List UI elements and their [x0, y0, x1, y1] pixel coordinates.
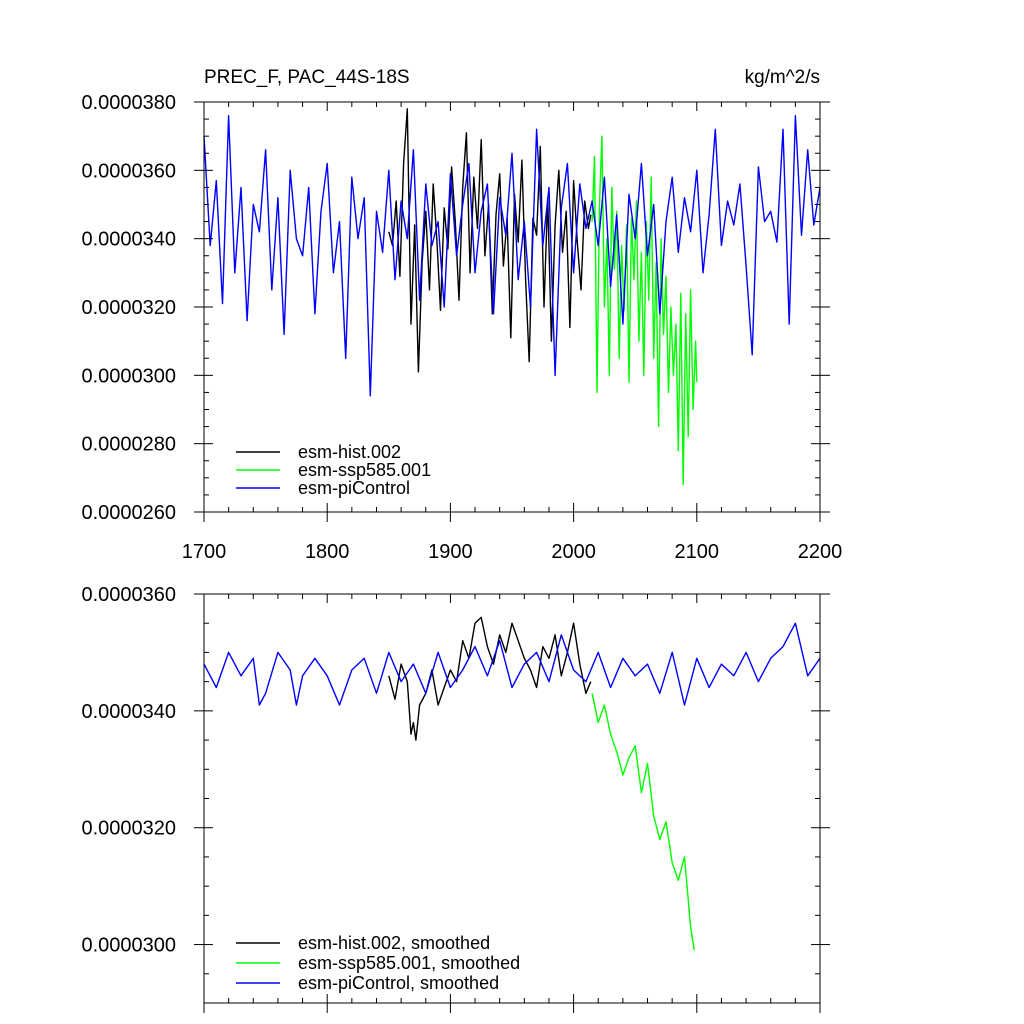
- bottom-panel: 0.0000300 0.0000320 0.0000340 0.0000360 esm…: [81, 584, 830, 1013]
- x-tick-label: 2000: [551, 541, 596, 563]
- legend-label: esm-hist.002: [298, 442, 401, 462]
- y-tick-label: 0.0000320: [81, 818, 176, 840]
- top-series-group: [203, 108, 821, 486]
- plot-frame: [203, 593, 821, 1004]
- units-label: kg/m^2/s: [745, 67, 820, 88]
- legend-label: esm-piControl, smoothed: [298, 973, 499, 993]
- y-tick-label: 0.0000380: [81, 92, 176, 114]
- y-tick-label: 0.0000360: [81, 160, 176, 182]
- y-tick-label: 0.0000260: [81, 502, 176, 524]
- y-tick-label: 0.0000280: [81, 434, 176, 456]
- x-tick-label: 2200: [798, 541, 843, 563]
- x-tick-label: 1900: [428, 541, 473, 563]
- x-tick-label: 2100: [675, 541, 720, 563]
- y-tick-label: 0.0000360: [81, 584, 176, 606]
- series-line-top-1: [591, 135, 698, 486]
- x-tick-label: 1700: [182, 541, 227, 563]
- top-axes: 1700 1800 1900 2000 2100 2200 0.0000260 0.00002…: [81, 92, 842, 563]
- series-line-top-2: [203, 114, 821, 397]
- y-tick-label: 0.0000340: [81, 229, 176, 251]
- series-line-bottom-2: [203, 622, 821, 706]
- y-tick-label: 0.0000300: [81, 935, 176, 957]
- y-tick-label: 0.0000320: [81, 297, 176, 319]
- x-tick-label: 1800: [305, 541, 350, 563]
- chart-title: PREC_F, PAC_44S-18S: [204, 67, 410, 88]
- legend-label: esm-ssp585.001: [298, 460, 431, 480]
- bottom-series-group: [203, 616, 821, 951]
- legend-label: esm-hist.002, smoothed: [298, 933, 490, 953]
- series-line-bottom-0: [388, 616, 592, 741]
- y-tick-label: 0.0000300: [81, 365, 176, 387]
- legend-label: esm-piControl: [298, 478, 410, 498]
- legend-label: esm-ssp585.001, smoothed: [298, 953, 520, 973]
- series-line-bottom-1: [591, 693, 695, 951]
- y-tick-label: 0.0000340: [81, 701, 176, 723]
- top-panel: PREC_F, PAC_44S-18S kg/m^2/s 1700 1800 190…: [81, 67, 842, 563]
- bottom-axes: 0.0000300 0.0000320 0.0000340 0.0000360: [81, 584, 830, 1013]
